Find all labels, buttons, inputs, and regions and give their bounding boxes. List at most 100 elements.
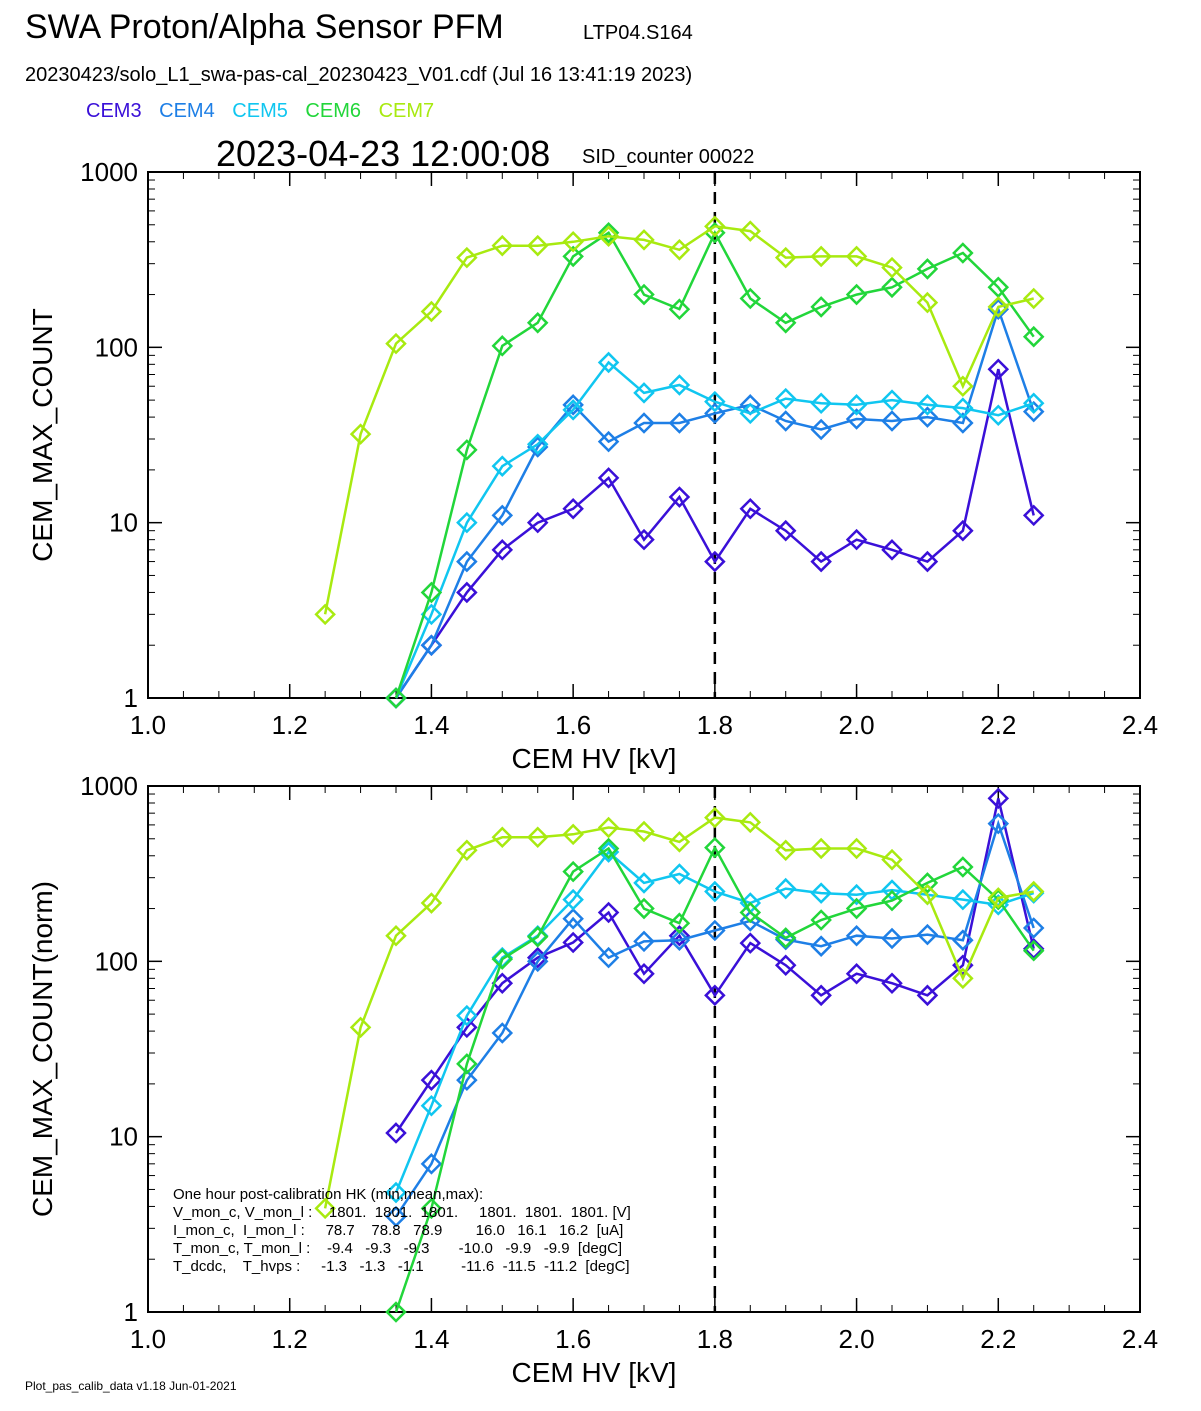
data-point xyxy=(597,467,620,489)
series-cem3 xyxy=(385,787,1045,1144)
series-line-cem4 xyxy=(394,819,1035,1218)
data-point xyxy=(668,863,691,885)
legend-item-cem3: CEM3 xyxy=(86,100,142,122)
data-point xyxy=(491,948,514,970)
data-point xyxy=(562,498,584,520)
x-axis-label: CEM HV [kV] xyxy=(512,743,677,774)
data-point xyxy=(810,245,832,268)
data-point xyxy=(881,972,903,995)
data-point xyxy=(810,550,832,573)
data-point xyxy=(952,397,974,419)
legend-item-cem4: CEM4 xyxy=(159,100,215,122)
data-point xyxy=(420,892,443,914)
data-point xyxy=(1022,937,1045,960)
data-point xyxy=(420,634,443,656)
data-point xyxy=(810,296,832,318)
data-point xyxy=(1022,325,1045,348)
data-point xyxy=(456,550,478,573)
data-point xyxy=(704,390,726,413)
data-point xyxy=(810,984,832,1007)
hk-info-line: T_dcdc, T_hvps : -1.3 -1.3 -1.1 -11.6 -1… xyxy=(173,1258,630,1275)
chart-panel-2: 1.0 1.2 1.4 1.6 1.8 2.0 2.2 2.4 1 10 100 1000 CEM HV… xyxy=(27,771,1158,1388)
data-point xyxy=(952,519,974,542)
data-point xyxy=(810,392,832,414)
data-point xyxy=(668,929,691,951)
hk-info-line: V_mon_c, V_mon_l : 1801. 1801. 1801. 180… xyxy=(173,1204,631,1221)
data-point xyxy=(633,412,655,434)
data-point xyxy=(562,860,584,883)
data-point xyxy=(668,412,691,434)
y-tick-label: 100 xyxy=(95,946,138,976)
x-tick-label: 1.4 xyxy=(413,710,449,740)
data-point xyxy=(597,430,620,453)
data-point xyxy=(420,1197,443,1220)
series-cem7 xyxy=(314,806,1045,1220)
data-point xyxy=(916,258,939,280)
data-point xyxy=(597,225,620,248)
data-point xyxy=(952,375,974,397)
data-point xyxy=(314,603,336,626)
series-line-cem4 xyxy=(394,305,1035,699)
data-point xyxy=(385,1181,407,1204)
data-point xyxy=(526,950,549,973)
data-point xyxy=(526,436,549,458)
data-point xyxy=(704,215,726,238)
data-point xyxy=(810,882,832,904)
series-line-cem5 xyxy=(394,850,1035,1194)
y-tick-label: 10 xyxy=(109,508,138,538)
data-point xyxy=(597,351,620,374)
data-point xyxy=(952,929,974,951)
x-tick-label: 1.6 xyxy=(555,710,591,740)
data-point xyxy=(1022,392,1045,414)
data-point xyxy=(1022,939,1045,962)
data-point xyxy=(704,984,726,1007)
legend: CEM3 CEM4 CEM5 CEM6 CEM7 xyxy=(86,100,446,123)
data-point xyxy=(456,1053,478,1075)
data-point xyxy=(952,967,974,990)
x-tick-label: 2.0 xyxy=(838,1324,874,1354)
data-point xyxy=(526,312,549,334)
x-tick-label: 1.8 xyxy=(697,1324,733,1354)
data-point xyxy=(952,856,974,878)
data-point xyxy=(845,924,868,947)
data-point xyxy=(916,872,939,894)
data-point xyxy=(739,932,762,954)
data-point xyxy=(845,394,868,416)
data-point xyxy=(881,848,903,871)
data-point xyxy=(810,418,832,441)
data-point xyxy=(881,539,903,561)
series-cem4 xyxy=(385,812,1045,1228)
data-point xyxy=(881,927,903,950)
data-point xyxy=(1022,504,1045,527)
file-info: 20230423/solo_L1_swa-pas-cal_20230423_V0… xyxy=(25,64,693,86)
data-point xyxy=(633,528,655,551)
data-point xyxy=(491,504,514,527)
data-point xyxy=(491,826,514,849)
y-tick-label: 100 xyxy=(95,332,138,362)
data-point xyxy=(739,220,762,242)
y-tick-label: 1000 xyxy=(80,157,138,187)
x-tick-label: 2.2 xyxy=(980,1324,1016,1354)
data-point xyxy=(491,1022,514,1044)
data-point xyxy=(845,283,868,306)
data-point xyxy=(704,836,726,859)
series-cem7 xyxy=(314,215,1045,626)
data-point xyxy=(774,927,797,949)
data-point xyxy=(810,909,832,931)
x-tick-label: 1.0 xyxy=(130,1324,166,1354)
data-point xyxy=(739,402,762,425)
data-point xyxy=(562,931,584,954)
data-point xyxy=(739,498,762,520)
data-point xyxy=(526,234,549,257)
data-point xyxy=(916,923,939,946)
data-point xyxy=(704,806,726,829)
data-point xyxy=(668,374,691,396)
data-point xyxy=(739,901,762,924)
data-point xyxy=(987,812,1010,835)
data-point xyxy=(456,839,478,862)
data-point xyxy=(881,879,903,901)
x-tick-label: 2.4 xyxy=(1122,1324,1158,1354)
data-point xyxy=(633,820,655,843)
y-axis-label: CEM_MAX_COUNT xyxy=(27,308,58,562)
data-point xyxy=(774,246,797,269)
